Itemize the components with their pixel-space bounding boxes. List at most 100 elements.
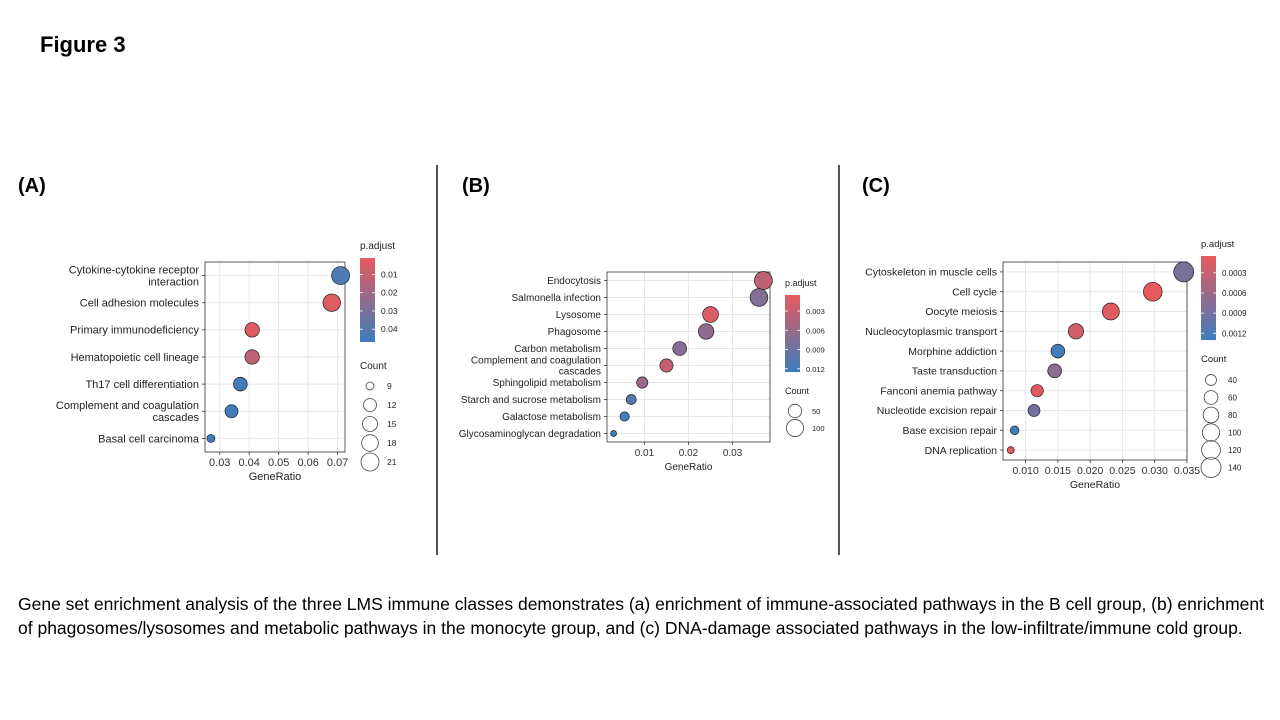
y-tick-label: Galactose metabolism	[502, 412, 601, 423]
y-tick-label: Th17 cell differentiation	[85, 379, 199, 391]
x-tick-label: 0.020	[1077, 465, 1103, 477]
size-legend-circle	[1203, 390, 1219, 405]
panel-label-c: (C)	[862, 175, 890, 197]
data-point	[702, 306, 719, 323]
colorbar-tick-label: 0.003	[806, 307, 825, 316]
size-legend-circle	[787, 403, 803, 419]
x-tick-label: 0.05	[268, 457, 289, 469]
x-tick-label: 0.025	[1109, 465, 1135, 477]
figure-caption: Gene set enrichment analysis of the thre…	[18, 594, 1264, 638]
size-legend-label: 60	[1228, 394, 1237, 403]
data-point	[224, 404, 239, 419]
y-tick-label: Complement and coagulation	[471, 356, 601, 367]
data-point	[1173, 261, 1195, 283]
data-point	[1067, 323, 1084, 340]
x-tick-label: 0.010	[1012, 465, 1038, 477]
data-point	[1006, 446, 1015, 454]
data-point	[754, 271, 773, 290]
data-point	[322, 293, 341, 312]
data-point	[1101, 302, 1120, 321]
y-tick-label: Base excision repair	[902, 425, 997, 437]
size-legend-circle	[365, 381, 375, 391]
y-tick-label: Carbon metabolism	[514, 344, 601, 355]
data-point	[331, 266, 350, 285]
size-legend-label: 100	[1228, 429, 1242, 438]
color-legend-title: p.adjust	[1201, 239, 1235, 250]
size-legend-circle	[360, 452, 380, 472]
size-legend-circle	[1200, 457, 1222, 478]
x-tick-label: 0.06	[297, 457, 318, 469]
colorbar	[360, 258, 375, 342]
data-point	[1030, 384, 1044, 398]
y-tick-label: Lysosome	[556, 310, 602, 321]
y-tick-label: Cell cycle	[952, 286, 997, 298]
y-tick-label: Endocytosis	[547, 276, 601, 287]
y-tick-label: Taste transduction	[912, 366, 997, 378]
data-point	[1050, 343, 1066, 359]
data-point	[610, 430, 617, 437]
colorbar-tick-label: 0.04	[381, 324, 398, 334]
y-tick-label: Morphine addiction	[908, 346, 997, 358]
y-tick-label: Cytoskeleton in muscle cells	[865, 267, 997, 279]
size-legend-label: 100	[812, 424, 825, 433]
colorbar	[785, 295, 800, 372]
colorbar	[1201, 256, 1216, 340]
x-tick-label: 0.07	[327, 457, 348, 469]
data-point	[636, 376, 649, 389]
size-legend-circle	[1201, 440, 1221, 460]
data-point	[1009, 425, 1020, 436]
size-legend-title: Count	[785, 386, 810, 396]
y-tick-label: Salmonella infection	[512, 293, 602, 304]
colorbar-tick-label: 0.01	[381, 269, 398, 279]
x-axis-label: GeneRatio	[1070, 479, 1120, 491]
y-tick-label: Oocyte meiosis	[925, 306, 997, 318]
panel-divider-right	[838, 165, 840, 555]
x-axis-label: GeneRatio	[249, 471, 302, 483]
data-point	[1143, 281, 1163, 302]
size-legend-label: 15	[387, 419, 397, 429]
data-point	[659, 358, 674, 373]
colorbar-tick-label: 0.012	[806, 365, 825, 374]
y-tick-label: Cytokine-cytokine receptor	[69, 264, 200, 276]
colorbar-tick-label: 0.02	[381, 288, 398, 298]
size-legend-circle	[1201, 423, 1221, 442]
size-legend-circle	[363, 398, 377, 412]
size-legend-circle	[361, 434, 379, 452]
size-legend-title: Count	[360, 361, 387, 372]
y-tick-label: Fanconi anemia pathway	[880, 385, 997, 397]
size-legend-label: 140	[1228, 464, 1242, 473]
size-legend-label: 50	[812, 407, 820, 416]
size-legend-label: 21	[387, 457, 397, 467]
size-legend-label: 9	[387, 381, 392, 391]
size-legend-circle	[786, 419, 804, 437]
figure-title: Figure 3	[40, 32, 126, 57]
y-tick-label: Complement and coagulation	[56, 400, 199, 412]
y-tick-label: DNA replication	[925, 445, 998, 457]
y-tick-label: Nucleocytoplasmic transport	[865, 326, 997, 338]
panel-divider-left	[436, 165, 438, 555]
x-tick-label: 0.01	[635, 448, 655, 459]
y-tick-label: cascades	[559, 367, 601, 378]
data-point	[244, 322, 260, 338]
data-point	[672, 341, 687, 356]
color-legend-title: p.adjust	[785, 278, 817, 288]
size-legend-label: 40	[1228, 376, 1237, 385]
colorbar-tick-label: 0.03	[381, 306, 398, 316]
y-tick-label: Starch and sucrose metabolism	[461, 395, 601, 406]
data-point	[206, 434, 216, 443]
y-tick-label: Nucleotide excision repair	[877, 405, 998, 417]
size-legend-label: 120	[1228, 446, 1242, 455]
y-tick-label: cascades	[153, 412, 200, 424]
colorbar-tick-label: 0.0003	[1222, 269, 1247, 278]
panel-label-b: (B)	[462, 175, 490, 197]
panel-label-a: (A)	[18, 175, 46, 197]
data-point	[1027, 404, 1041, 417]
size-legend-label: 80	[1228, 411, 1237, 420]
data-point	[625, 394, 637, 405]
colorbar-tick-label: 0.009	[806, 346, 825, 355]
y-tick-label: Basal cell carcinoma	[98, 433, 200, 445]
data-point	[749, 288, 769, 307]
x-tick-label: 0.02	[679, 448, 699, 459]
data-point	[698, 323, 715, 340]
x-tick-label: 0.03	[209, 457, 230, 469]
